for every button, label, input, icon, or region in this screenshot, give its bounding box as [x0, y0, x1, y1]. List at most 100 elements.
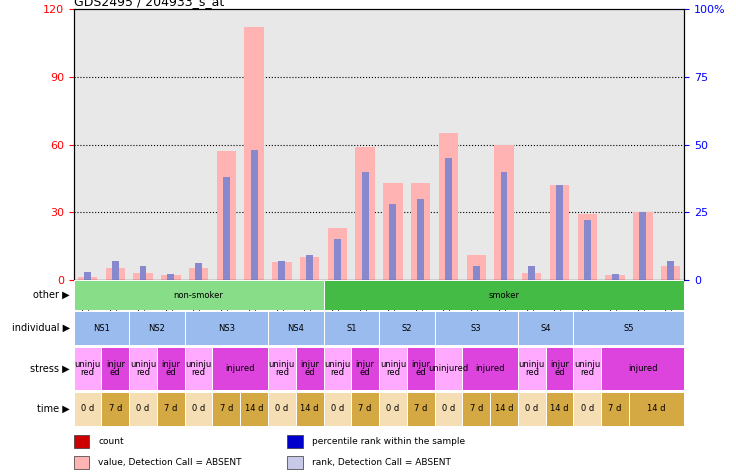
Bar — [157, 392, 185, 426]
Text: GDS2495 / 204933_s_at: GDS2495 / 204933_s_at — [74, 0, 224, 9]
Text: time ▶: time ▶ — [38, 404, 70, 414]
Bar — [74, 311, 129, 345]
Bar — [389, 204, 397, 280]
Bar — [161, 275, 180, 280]
Text: count: count — [98, 437, 124, 446]
Bar — [573, 311, 684, 345]
Text: stress ▶: stress ▶ — [30, 364, 70, 374]
Bar — [268, 392, 296, 426]
Bar — [462, 347, 518, 390]
Bar — [351, 392, 379, 426]
Bar — [383, 183, 403, 280]
Text: uninjured: uninjured — [428, 364, 469, 373]
Text: 14 d: 14 d — [551, 404, 569, 413]
Bar — [185, 311, 268, 345]
Text: 7 d: 7 d — [470, 404, 483, 413]
Text: S2: S2 — [402, 324, 412, 333]
Bar — [296, 392, 324, 426]
Text: NS3: NS3 — [218, 324, 235, 333]
Bar — [157, 347, 185, 390]
Bar — [573, 392, 601, 426]
Bar — [84, 272, 91, 280]
Text: 0 d: 0 d — [442, 404, 455, 413]
Bar — [379, 392, 407, 426]
Bar — [306, 255, 313, 280]
Bar — [296, 347, 324, 390]
Bar — [78, 277, 97, 280]
Bar — [185, 392, 213, 426]
Bar — [129, 347, 157, 390]
Text: injured: injured — [225, 364, 255, 373]
Bar — [522, 273, 542, 280]
Bar — [545, 347, 573, 390]
Bar — [379, 311, 434, 345]
Bar — [278, 261, 286, 280]
Text: injur
ed: injur ed — [106, 360, 124, 377]
Bar — [528, 266, 535, 280]
Bar — [272, 262, 291, 280]
Text: NS4: NS4 — [287, 324, 304, 333]
Text: S3: S3 — [471, 324, 481, 333]
Bar — [556, 185, 563, 280]
Bar — [605, 275, 625, 280]
Text: uninju
red: uninju red — [380, 360, 406, 377]
Bar — [612, 274, 618, 280]
Bar — [74, 280, 324, 310]
Text: injur
ed: injur ed — [411, 360, 430, 377]
Text: 7 d: 7 d — [414, 404, 428, 413]
Text: 7 d: 7 d — [219, 404, 233, 413]
Text: 7 d: 7 d — [109, 404, 122, 413]
Bar — [268, 347, 296, 390]
Bar — [473, 266, 480, 280]
Bar — [300, 257, 319, 280]
Bar — [434, 311, 518, 345]
Bar — [213, 392, 240, 426]
Text: 0 d: 0 d — [81, 404, 94, 413]
Bar — [518, 347, 545, 390]
Text: percentile rank within the sample: percentile rank within the sample — [312, 437, 465, 446]
Bar — [550, 185, 569, 280]
Text: other ▶: other ▶ — [33, 290, 70, 300]
Text: uninju
red: uninju red — [130, 360, 156, 377]
Bar — [584, 220, 591, 280]
Bar — [268, 311, 324, 345]
Bar — [573, 347, 601, 390]
Bar — [185, 347, 213, 390]
Bar — [324, 392, 351, 426]
Text: uninju
red: uninju red — [574, 360, 601, 377]
Text: 7 d: 7 d — [358, 404, 372, 413]
Bar — [133, 273, 153, 280]
Bar — [629, 392, 684, 426]
Bar — [439, 133, 459, 280]
Text: 0 d: 0 d — [386, 404, 400, 413]
Bar — [102, 347, 129, 390]
Text: injur
ed: injur ed — [355, 360, 375, 377]
Text: 14 d: 14 d — [245, 404, 263, 413]
Bar — [74, 435, 89, 448]
Text: 14 d: 14 d — [648, 404, 666, 413]
Bar — [417, 199, 424, 280]
Bar — [578, 214, 597, 280]
Bar — [467, 255, 486, 280]
Bar — [518, 311, 573, 345]
Bar — [287, 435, 302, 448]
Bar — [74, 392, 102, 426]
Bar — [74, 347, 102, 390]
Bar — [324, 280, 684, 310]
Text: 0 d: 0 d — [275, 404, 289, 413]
Bar — [500, 172, 507, 280]
Text: 7 d: 7 d — [609, 404, 622, 413]
Bar — [195, 264, 202, 280]
Bar — [407, 347, 434, 390]
Bar — [661, 266, 680, 280]
Bar — [601, 392, 629, 426]
Text: uninju
red: uninju red — [269, 360, 295, 377]
Bar — [633, 212, 653, 280]
Bar — [434, 392, 462, 426]
Text: 14 d: 14 d — [495, 404, 513, 413]
Bar — [112, 261, 118, 280]
Text: S1: S1 — [346, 324, 356, 333]
Text: rank, Detection Call = ABSENT: rank, Detection Call = ABSENT — [312, 458, 450, 467]
Text: uninju
red: uninju red — [74, 360, 101, 377]
Text: value, Detection Call = ABSENT: value, Detection Call = ABSENT — [98, 458, 241, 467]
